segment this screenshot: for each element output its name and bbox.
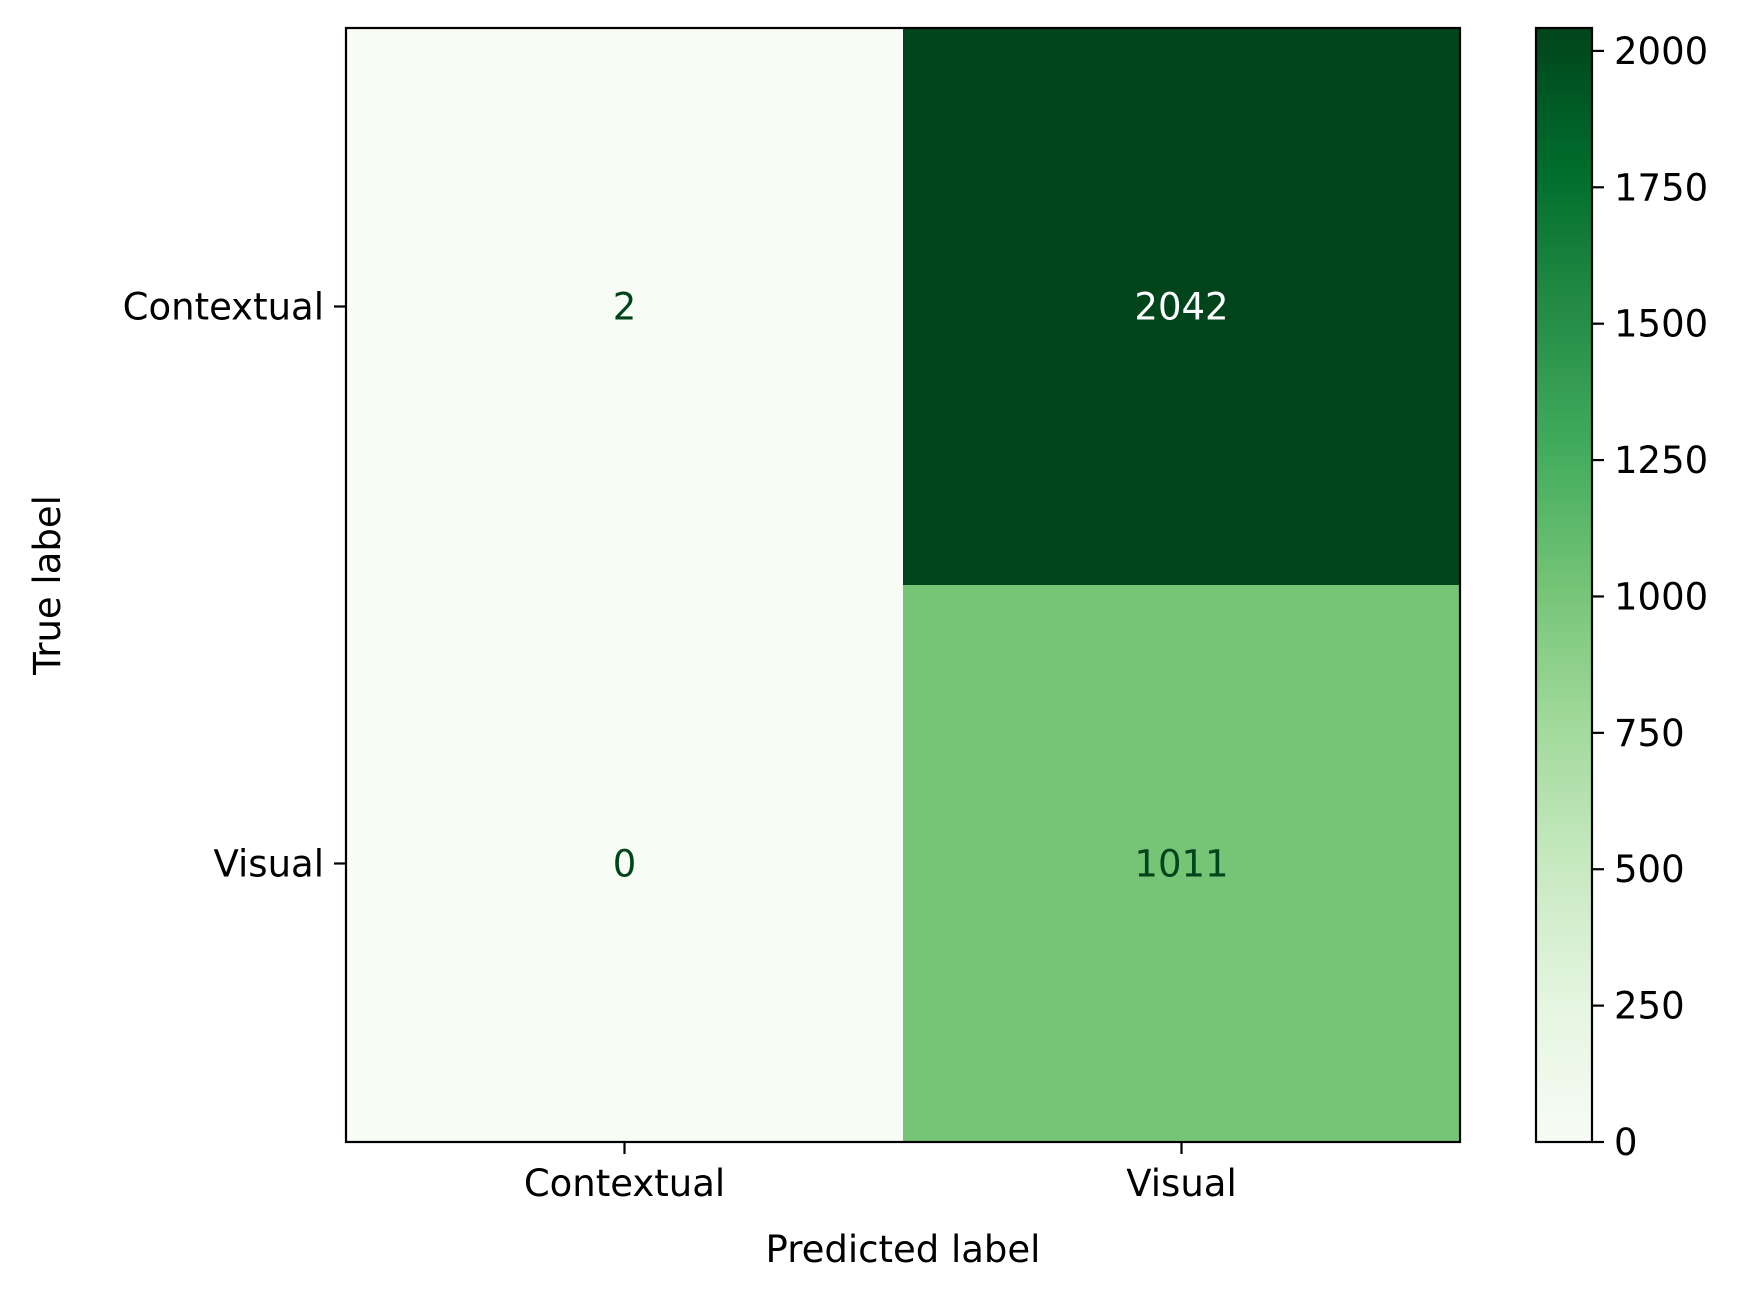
matrix-cells: [346, 28, 1461, 1143]
y-tick-label: Visual: [214, 843, 324, 886]
cell-value-0-1: 2042: [1134, 286, 1228, 329]
x-tick-label: Visual: [1126, 1162, 1236, 1205]
cell-value-labels: 2 2042 0 1011: [613, 286, 1229, 886]
colorbar-tick-label: 250: [1614, 985, 1685, 1028]
matrix-cell-1-0: [346, 585, 904, 1143]
colorbar: [1534, 26, 1594, 1144]
colorbar-tick-label: 500: [1614, 848, 1685, 891]
y-axis-ticks: Contextual Visual: [123, 286, 346, 886]
cell-value-0-0: 2: [613, 286, 637, 329]
matrix-cell-0-1: [903, 28, 1461, 586]
colorbar-tick-label: 1250: [1614, 439, 1708, 482]
x-tick-label: Contextual: [524, 1162, 725, 1205]
colorbar-tick-label: 0: [1614, 1121, 1638, 1164]
x-axis-ticks: Contextual Visual: [524, 1142, 1237, 1205]
colorbar-tick-label: 1500: [1614, 303, 1708, 346]
y-tick-label: Contextual: [123, 286, 324, 329]
colorbar-tick-label: 1000: [1614, 575, 1708, 618]
colorbar-tick-label: 1750: [1614, 166, 1708, 209]
plot-frame: [344, 26, 1462, 1144]
matrix-cell-0-0: [346, 28, 904, 586]
matrix-cell-1-1: [903, 585, 1461, 1143]
x-axis-label: Predicted label: [766, 1228, 1041, 1271]
colorbar-ticks: 0 250 500 750 1000 1250 1500 1750 2000: [1592, 30, 1708, 1164]
y-axis-label: True label: [26, 495, 69, 676]
cell-value-1-0: 0: [613, 843, 637, 886]
colorbar-tick-label: 750: [1614, 712, 1685, 755]
cell-value-1-1: 1011: [1134, 843, 1228, 886]
colorbar-tick-label: 2000: [1614, 30, 1708, 73]
